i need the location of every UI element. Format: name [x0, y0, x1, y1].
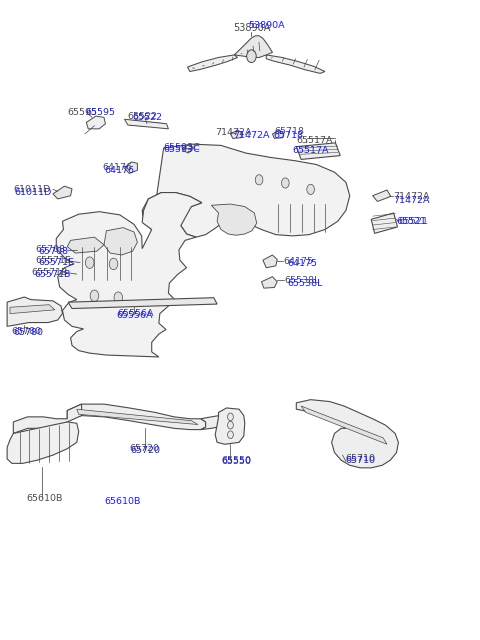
Polygon shape [201, 412, 242, 429]
Text: 65521: 65521 [396, 217, 427, 226]
Text: 65522: 65522 [128, 111, 158, 120]
Polygon shape [262, 276, 277, 288]
Text: 71472A: 71472A [233, 131, 269, 140]
Text: 65595: 65595 [67, 108, 97, 116]
Polygon shape [124, 162, 137, 173]
Polygon shape [263, 255, 277, 268]
Text: 61011D: 61011D [13, 185, 50, 194]
Polygon shape [230, 130, 242, 138]
Polygon shape [10, 305, 55, 314]
Text: 65718: 65718 [274, 131, 303, 140]
Polygon shape [126, 120, 168, 127]
Text: 71472A: 71472A [393, 192, 429, 201]
Text: 65718: 65718 [275, 127, 304, 136]
Polygon shape [211, 204, 257, 236]
Polygon shape [372, 190, 391, 202]
Text: 65571B: 65571B [35, 269, 71, 278]
Polygon shape [104, 228, 137, 255]
Text: 64175: 64175 [283, 257, 313, 266]
Polygon shape [13, 404, 82, 433]
Text: 65517A: 65517A [292, 146, 329, 155]
Circle shape [114, 292, 122, 303]
Text: 65538L: 65538L [284, 276, 319, 285]
Circle shape [307, 184, 314, 195]
Polygon shape [371, 213, 397, 234]
Circle shape [247, 50, 256, 63]
Polygon shape [7, 422, 79, 463]
Text: 65538L: 65538L [288, 278, 323, 287]
Text: 65610B: 65610B [104, 497, 140, 506]
Text: 65556A: 65556A [116, 311, 153, 320]
Polygon shape [53, 186, 72, 199]
Text: 65780: 65780 [13, 328, 43, 337]
Text: 65550: 65550 [221, 456, 251, 465]
Polygon shape [67, 237, 104, 253]
Polygon shape [142, 144, 350, 237]
Text: 65522: 65522 [132, 113, 163, 122]
Circle shape [90, 290, 99, 301]
Text: 65780: 65780 [11, 327, 41, 336]
Text: 65708: 65708 [36, 245, 66, 255]
Polygon shape [301, 406, 387, 444]
Circle shape [228, 431, 233, 438]
Text: 65710: 65710 [345, 454, 375, 463]
Circle shape [85, 257, 94, 268]
Text: 65517A: 65517A [296, 136, 333, 145]
Polygon shape [86, 116, 106, 129]
Polygon shape [296, 143, 340, 159]
Text: 65571E: 65571E [38, 258, 74, 267]
Text: 65593C: 65593C [164, 143, 200, 152]
Text: 71472A: 71472A [215, 127, 252, 136]
Text: 65556A: 65556A [117, 309, 154, 318]
Polygon shape [68, 298, 217, 308]
Circle shape [281, 178, 289, 188]
Text: 65571E: 65571E [36, 256, 72, 265]
Text: 65521: 65521 [398, 218, 429, 227]
Text: 65720: 65720 [130, 446, 160, 455]
Text: 71472A: 71472A [394, 196, 430, 205]
Polygon shape [67, 404, 205, 429]
Polygon shape [234, 36, 273, 58]
Text: 64176: 64176 [104, 166, 134, 175]
Text: 65571B: 65571B [31, 268, 67, 276]
Circle shape [255, 175, 263, 185]
Text: 65708: 65708 [38, 247, 69, 256]
Text: 64175: 64175 [288, 259, 318, 268]
Polygon shape [77, 409, 198, 424]
Text: 65593C: 65593C [164, 145, 200, 154]
Text: 64176: 64176 [103, 163, 132, 172]
Polygon shape [56, 193, 202, 357]
Text: 61011D: 61011D [15, 188, 52, 197]
Text: 65710: 65710 [345, 456, 375, 465]
Polygon shape [296, 399, 398, 468]
Circle shape [109, 258, 118, 269]
Text: 65610B: 65610B [26, 494, 62, 503]
Circle shape [228, 413, 233, 420]
Polygon shape [273, 130, 284, 138]
Text: 53890A: 53890A [248, 21, 285, 30]
Polygon shape [188, 55, 238, 72]
Text: 65720: 65720 [129, 444, 159, 453]
Polygon shape [183, 144, 193, 153]
Polygon shape [7, 297, 62, 326]
Text: 53890A: 53890A [233, 23, 270, 33]
Text: 65550: 65550 [221, 457, 251, 466]
Polygon shape [215, 408, 245, 444]
Polygon shape [124, 119, 168, 129]
Text: 65595: 65595 [85, 108, 115, 117]
Polygon shape [266, 55, 325, 74]
Circle shape [228, 421, 233, 429]
